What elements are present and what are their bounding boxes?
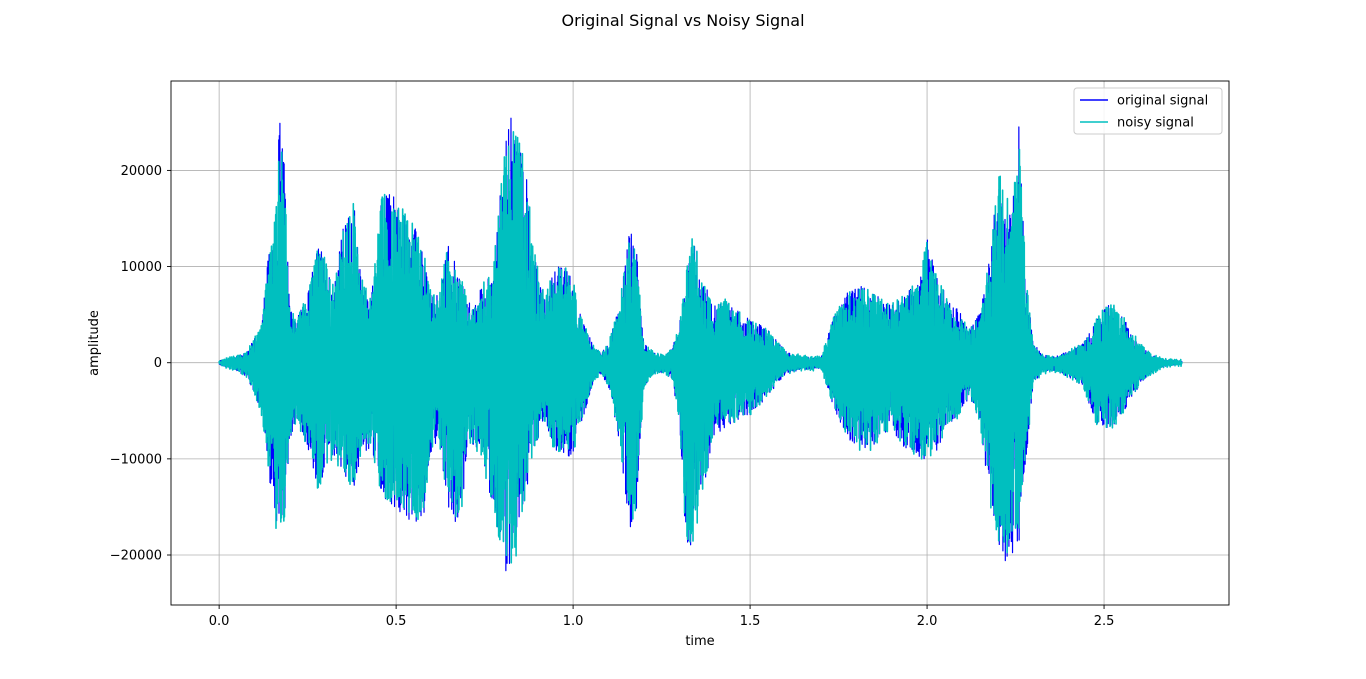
- y-tick-label: −20000: [110, 549, 162, 564]
- x-tick-label: 0.0: [209, 614, 230, 629]
- axes-frame: [170, 80, 1230, 606]
- series-noisy-signal-line: [218, 130, 1183, 564]
- y-tick-label: −10000: [110, 452, 162, 467]
- x-axis-label: time: [685, 634, 714, 649]
- x-tick-label: 0.5: [386, 614, 407, 629]
- x-tick-label: 2.0: [917, 614, 938, 629]
- x-tick-label: 2.5: [1094, 614, 1115, 629]
- legend-label-original: original signal: [1117, 94, 1208, 109]
- x-tick-label: 1.0: [563, 614, 584, 629]
- x-tick-label: 1.5: [740, 614, 761, 629]
- y-tick-label: 0: [154, 356, 162, 371]
- legend-box: [1073, 87, 1223, 135]
- y-axis-label: amplitude: [87, 310, 102, 376]
- chart-title: Original Signal vs Noisy Signal: [561, 11, 805, 30]
- legend-label-noisy: noisy signal: [1117, 116, 1194, 131]
- series-group: [218, 117, 1183, 572]
- y-tick-label: 10000: [121, 260, 162, 275]
- y-tick-label: 20000: [121, 164, 162, 179]
